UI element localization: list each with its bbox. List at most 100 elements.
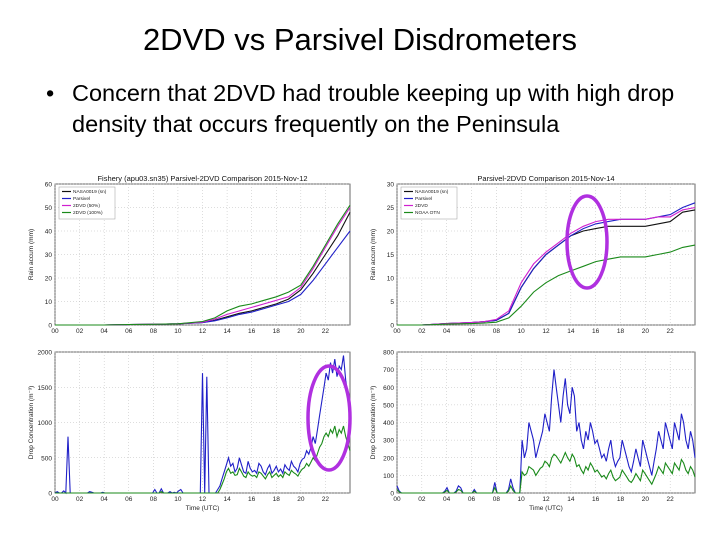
x-tick-label: 10 bbox=[518, 496, 526, 503]
y-tick-label: 10 bbox=[387, 276, 395, 283]
x-tick-label: 22 bbox=[322, 328, 330, 335]
x-tick-label: 08 bbox=[493, 328, 501, 335]
x-tick-label: 04 bbox=[443, 328, 451, 335]
x-tick-label: 10 bbox=[518, 328, 526, 335]
x-axis-label: Time (UTC) bbox=[529, 505, 563, 512]
y-axis-label: Rain accum (mm) bbox=[370, 229, 377, 280]
x-axis-label: Time (UTC) bbox=[186, 505, 220, 512]
x-tick-label: 06 bbox=[468, 496, 476, 503]
x-tick-label: 12 bbox=[542, 328, 550, 335]
y-tick-label: 2000 bbox=[38, 350, 53, 357]
y-tick-label: 100 bbox=[383, 473, 394, 480]
x-tick-label: 14 bbox=[567, 328, 575, 335]
x-tick-label: 16 bbox=[248, 328, 256, 335]
y-tick-label: 15 bbox=[387, 252, 395, 259]
x-tick-label: 14 bbox=[567, 496, 575, 503]
y-tick-label: 700 bbox=[383, 367, 394, 374]
y-tick-label: 50 bbox=[45, 205, 53, 212]
legend-box bbox=[58, 186, 116, 220]
series-line-2 bbox=[396, 451, 696, 494]
x-tick-label: 18 bbox=[617, 496, 625, 503]
y-axis-label: Rain accum (mm) bbox=[28, 229, 35, 280]
x-tick-label: 00 bbox=[51, 328, 59, 335]
y-tick-label: 0 bbox=[390, 323, 394, 330]
y-tick-label: 300 bbox=[383, 438, 394, 445]
y-tick-label: 5 bbox=[390, 299, 394, 306]
x-tick-label: 18 bbox=[273, 496, 281, 503]
y-tick-label: 20 bbox=[387, 229, 395, 236]
chart-panel-3: 0 500 1000 1500 2000 00 02 04 06 08 10 12 14 16 18 20 22… bbox=[28, 350, 351, 512]
y-tick-label: 1500 bbox=[38, 385, 53, 392]
x-tick-label: 02 bbox=[418, 328, 426, 335]
x-tick-label: 16 bbox=[248, 496, 256, 503]
x-tick-label: 12 bbox=[199, 496, 207, 503]
x-tick-label: 18 bbox=[273, 328, 281, 335]
chart-panel-2: 0 5 10 15 20 25 30 00 02 04 06 08 10 12 14 16 18 20 22 Pars… bbox=[370, 174, 696, 335]
legend-entry: NASA0019 (sn) bbox=[73, 189, 107, 195]
x-tick-label: 00 bbox=[51, 496, 59, 503]
x-tick-label: 04 bbox=[101, 328, 109, 335]
x-tick-label: 16 bbox=[592, 328, 600, 335]
y-tick-label: 400 bbox=[383, 420, 394, 427]
y-tick-label: 30 bbox=[45, 252, 53, 259]
y-tick-label: 40 bbox=[45, 229, 53, 236]
legend-entry: Parsivel bbox=[415, 196, 432, 202]
y-tick-label: 0 bbox=[48, 491, 52, 498]
x-tick-label: 04 bbox=[443, 496, 451, 503]
y-axis-label: Drop Concentration (m⁻³) bbox=[28, 386, 35, 460]
x-tick-label: 22 bbox=[322, 496, 330, 503]
legend-entry: 2DVD (50%) bbox=[73, 203, 100, 209]
x-tick-label: 06 bbox=[125, 496, 133, 503]
x-tick-label: 08 bbox=[493, 496, 501, 503]
x-tick-label: 02 bbox=[76, 328, 84, 335]
y-tick-label: 20 bbox=[45, 276, 53, 283]
x-tick-label: 14 bbox=[223, 496, 231, 503]
y-tick-label: 0 bbox=[390, 491, 394, 498]
legend-box bbox=[400, 186, 458, 220]
chart-title: Fishery (apu03.sn35) Parsivel-2DVD Compa… bbox=[97, 174, 307, 183]
x-tick-label: 12 bbox=[199, 328, 207, 335]
x-tick-label: 04 bbox=[101, 496, 109, 503]
x-tick-label: 00 bbox=[393, 328, 401, 335]
highlight-ellipse-bottom bbox=[306, 364, 352, 472]
chart-panel-4: 0 100 200 300 400 500 600 700 800 00 02 04 06 08 10 12 1… bbox=[370, 350, 696, 512]
chart-panel-1: 0 10 20 30 40 50 60 00 02 04 06 08 10 12 14 16 18 20 22 Fis… bbox=[28, 174, 351, 335]
y-tick-label: 0 bbox=[48, 323, 52, 330]
y-tick-label: 800 bbox=[383, 350, 394, 357]
x-tick-label: 10 bbox=[174, 496, 182, 503]
legend-entry: NASA0019 (sn) bbox=[415, 189, 449, 195]
legend-entry: 2DVD (100%) bbox=[73, 210, 103, 216]
y-tick-label: 200 bbox=[383, 455, 394, 462]
y-tick-label: 25 bbox=[387, 205, 395, 212]
x-tick-label: 10 bbox=[174, 328, 182, 335]
x-tick-label: 02 bbox=[76, 496, 84, 503]
series-line-4 bbox=[397, 244, 696, 326]
y-tick-label: 1000 bbox=[38, 420, 53, 427]
series-line-1 bbox=[396, 369, 696, 494]
y-tick-label: 10 bbox=[45, 299, 53, 306]
chart-title: Parsivel-2DVD Comparison 2015-Nov-14 bbox=[477, 174, 614, 183]
bullet-text: Concern that 2DVD had trouble keeping up… bbox=[72, 80, 675, 137]
x-tick-label: 20 bbox=[297, 496, 305, 503]
slide-title: 2DVD vs Parsivel Disdrometers bbox=[142, 22, 578, 57]
x-tick-label: 06 bbox=[125, 328, 133, 335]
series-line-3 bbox=[397, 206, 696, 326]
x-tick-label: 14 bbox=[223, 328, 231, 335]
x-tick-label: 00 bbox=[393, 496, 401, 503]
x-tick-label: 18 bbox=[617, 328, 625, 335]
x-tick-label: 08 bbox=[150, 496, 158, 503]
y-axis-label: Drop Concentration (m⁻³) bbox=[370, 386, 377, 460]
legend-entry: Parsivel bbox=[73, 196, 90, 202]
x-tick-label: 20 bbox=[642, 328, 650, 335]
x-tick-label: 20 bbox=[642, 496, 650, 503]
x-tick-label: 02 bbox=[418, 496, 426, 503]
x-tick-label: 16 bbox=[592, 496, 600, 503]
x-tick-label: 06 bbox=[468, 328, 476, 335]
y-tick-label: 60 bbox=[45, 182, 53, 189]
bullet-marker: • bbox=[46, 80, 55, 106]
legend-entry: NOAA OTN bbox=[415, 210, 440, 216]
highlight-ellipse-top bbox=[565, 194, 609, 290]
y-tick-label: 600 bbox=[383, 385, 394, 392]
x-tick-label: 12 bbox=[542, 496, 550, 503]
